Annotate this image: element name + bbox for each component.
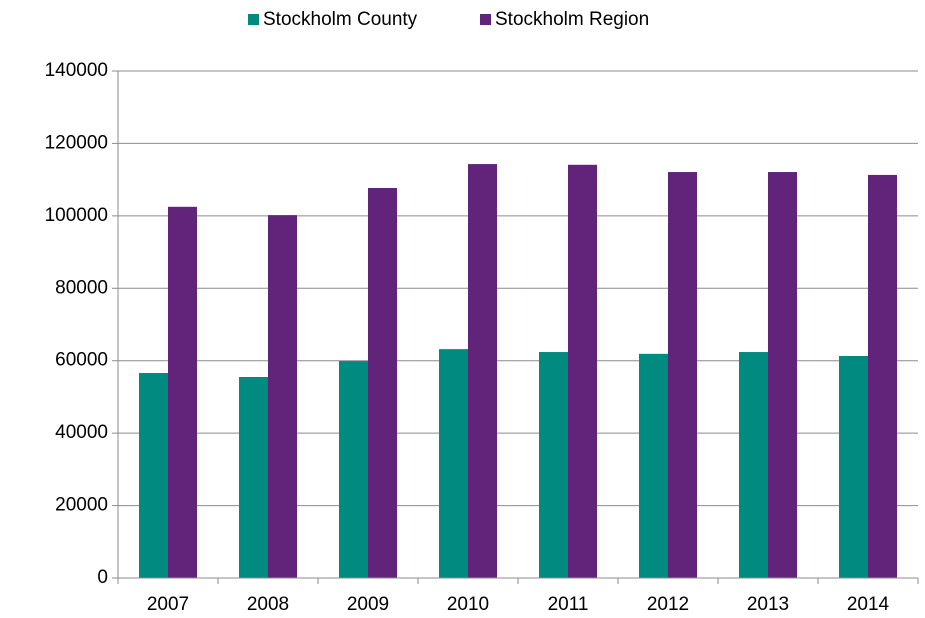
y-tick-label: 140000 [45, 60, 108, 81]
bar [268, 215, 297, 578]
bar [439, 349, 468, 578]
bar [168, 206, 197, 578]
bar [368, 187, 397, 578]
bar [839, 356, 868, 578]
legend-swatch [248, 14, 259, 25]
y-tick-label: 40000 [55, 422, 108, 443]
x-tick-label: 2008 [247, 594, 289, 615]
y-tick-label: 60000 [55, 350, 108, 371]
legend-swatch [480, 14, 491, 25]
x-tick-label: 2010 [447, 594, 489, 615]
x-tick-label: 2009 [347, 594, 389, 615]
x-tick-label: 2013 [747, 594, 789, 615]
legend-label: Stockholm Region [495, 9, 649, 30]
x-tick-label: 2007 [147, 594, 189, 615]
legend-label: Stockholm County [263, 9, 418, 30]
bar [339, 361, 368, 578]
bar [668, 172, 697, 579]
bar [639, 353, 668, 578]
bar [568, 164, 597, 579]
y-tick-label: 80000 [55, 277, 108, 298]
y-tick-label: 20000 [55, 495, 108, 516]
y-tick-label: 0 [97, 567, 108, 588]
bar [239, 377, 268, 578]
bar [139, 373, 168, 578]
x-tick-label: 2012 [647, 594, 689, 615]
bar [768, 172, 797, 579]
y-tick-label: 100000 [45, 205, 108, 226]
x-tick-label: 2014 [847, 594, 890, 615]
bar [468, 164, 497, 578]
y-tick-label: 120000 [45, 132, 108, 153]
x-tick-label: 2011 [548, 594, 589, 615]
bar [539, 352, 568, 578]
bar [868, 174, 897, 578]
bar [739, 352, 768, 578]
